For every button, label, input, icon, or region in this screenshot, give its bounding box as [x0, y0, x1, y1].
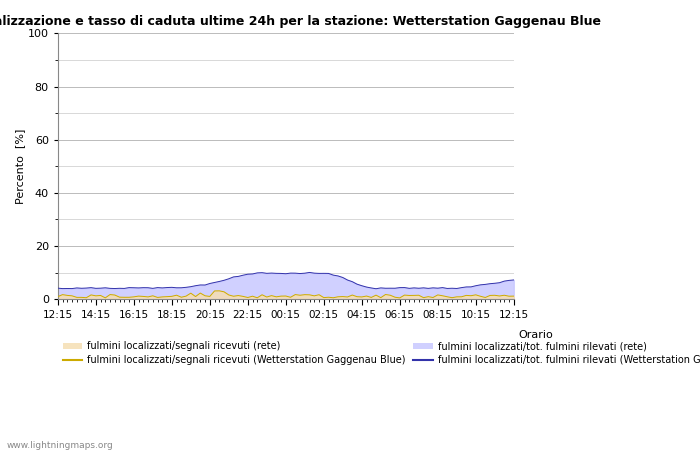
Title: Localizzazione e tasso di caduta ultime 24h per la stazione: Wetterstation Gagge: Localizzazione e tasso di caduta ultime … — [0, 15, 601, 28]
Y-axis label: Percento  [%]: Percento [%] — [15, 129, 25, 204]
Legend: fulmini localizzati/segnali ricevuti (rete), fulmini localizzati/segnali ricevut: fulmini localizzati/segnali ricevuti (re… — [63, 342, 700, 365]
Text: www.lightningmaps.org: www.lightningmaps.org — [7, 441, 113, 450]
Text: Orario: Orario — [518, 330, 553, 340]
